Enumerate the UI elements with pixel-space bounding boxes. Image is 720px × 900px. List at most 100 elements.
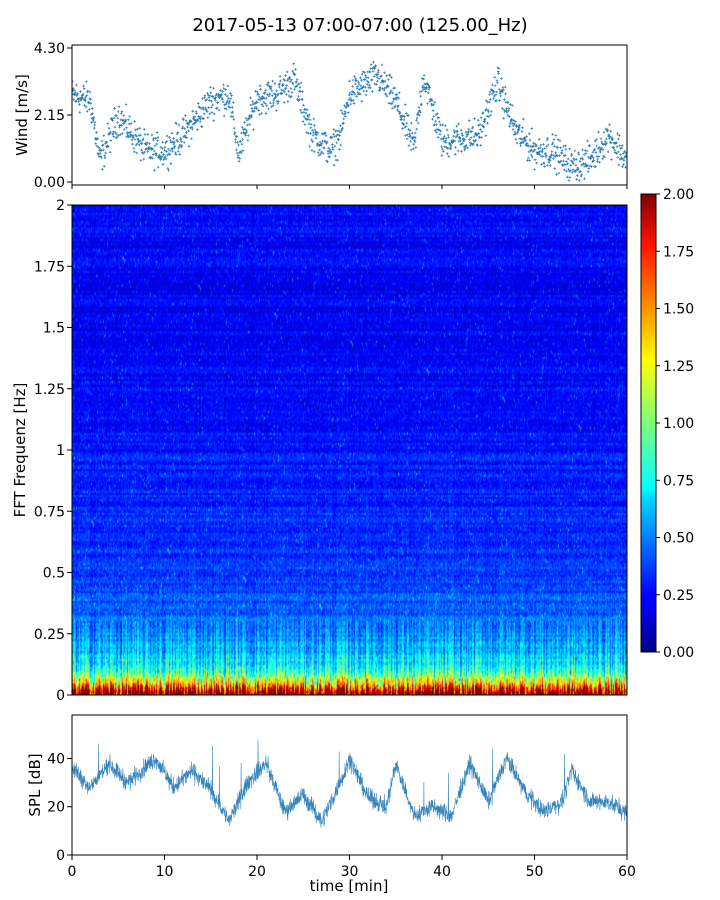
wind-point bbox=[517, 126, 521, 130]
wind-point bbox=[602, 130, 606, 134]
wind-point bbox=[439, 123, 442, 127]
wind-point bbox=[413, 140, 417, 144]
wind-point bbox=[571, 160, 574, 164]
wind-point bbox=[316, 131, 320, 135]
wind-point bbox=[576, 174, 579, 177]
wind-point bbox=[390, 102, 394, 106]
wind-point bbox=[102, 165, 106, 168]
spl-xtick-label: 60 bbox=[618, 864, 636, 880]
wind-point bbox=[473, 117, 476, 121]
wind-point bbox=[365, 76, 368, 79]
wind-point bbox=[585, 149, 589, 153]
wind-point bbox=[182, 118, 185, 121]
wind-point bbox=[223, 103, 226, 107]
wind-point bbox=[436, 112, 439, 116]
wind-point bbox=[259, 88, 262, 91]
wind-point bbox=[215, 92, 219, 96]
wind-point bbox=[193, 115, 197, 119]
wind-point bbox=[289, 95, 293, 98]
wind-point bbox=[228, 106, 232, 109]
wind-point bbox=[223, 107, 227, 110]
wind-point bbox=[568, 176, 572, 179]
wind-point bbox=[498, 92, 502, 95]
wind-point bbox=[305, 108, 309, 112]
spectrogram-ylabel: FFT Frequenz [Hz] bbox=[11, 383, 29, 518]
spl-panel: SPL [dB] 0 20 40 0 10 20 30 40 50 60 time [min] bbox=[26, 714, 636, 895]
wind-point bbox=[185, 131, 188, 134]
wind-point bbox=[289, 87, 293, 90]
wind-point bbox=[250, 107, 254, 110]
wind-point bbox=[100, 148, 103, 152]
wind-point bbox=[226, 84, 230, 88]
wind-point bbox=[115, 135, 119, 139]
wind-point bbox=[83, 97, 87, 101]
wind-point bbox=[293, 72, 297, 76]
wind-point bbox=[258, 84, 262, 88]
wind-point bbox=[504, 92, 507, 96]
wind-point bbox=[321, 151, 325, 155]
wind-point bbox=[331, 148, 335, 151]
wind-point bbox=[503, 85, 507, 89]
wind-point bbox=[562, 159, 565, 163]
wind-point bbox=[426, 91, 430, 95]
wind-point bbox=[295, 78, 299, 81]
wind-point bbox=[479, 144, 483, 147]
spectrogram-ytick-label: 1.75 bbox=[34, 259, 65, 275]
wind-point bbox=[553, 155, 557, 158]
wind-point bbox=[552, 138, 556, 141]
wind-point bbox=[199, 117, 202, 121]
wind-point bbox=[431, 117, 434, 121]
wind-point bbox=[317, 154, 321, 157]
wind-point bbox=[87, 101, 90, 105]
wind-point bbox=[588, 164, 592, 168]
wind-point bbox=[422, 77, 426, 81]
wind-point bbox=[376, 73, 380, 76]
wind-point bbox=[161, 140, 165, 144]
wind-point bbox=[306, 115, 310, 119]
wind-point bbox=[507, 107, 511, 110]
wind-point bbox=[152, 149, 156, 153]
wind-point bbox=[412, 135, 416, 139]
wind-point bbox=[574, 170, 577, 173]
wind-point bbox=[589, 156, 592, 160]
wind-point bbox=[280, 88, 283, 92]
wind-point bbox=[322, 146, 326, 150]
wind-point bbox=[274, 95, 278, 99]
wind-point bbox=[569, 159, 573, 163]
wind-point bbox=[272, 101, 275, 105]
wind-point bbox=[85, 110, 89, 113]
wind-point bbox=[205, 98, 209, 101]
colorbar-tick-label: 1.75 bbox=[663, 244, 694, 260]
wind-point bbox=[517, 125, 520, 128]
wind-point bbox=[254, 89, 257, 93]
wind-point bbox=[345, 101, 349, 104]
wind-point bbox=[130, 138, 134, 142]
wind-point bbox=[616, 132, 619, 136]
wind-point bbox=[604, 137, 608, 141]
wind-point bbox=[367, 80, 370, 84]
wind-point bbox=[206, 91, 209, 95]
wind-point bbox=[506, 101, 510, 104]
spl-xticks: 0 10 20 30 40 50 60 bbox=[68, 855, 636, 880]
wind-point bbox=[142, 137, 145, 141]
wind-yticks: 0.00 2.15 4.30 bbox=[34, 41, 72, 191]
wind-point bbox=[155, 142, 159, 146]
wind-point bbox=[587, 167, 591, 170]
wind-point bbox=[308, 113, 311, 117]
wind-point bbox=[563, 168, 566, 172]
wind-point bbox=[451, 141, 454, 144]
wind-point bbox=[453, 139, 457, 143]
wind-point bbox=[453, 131, 456, 134]
wind-point bbox=[370, 78, 374, 82]
wind-point bbox=[540, 163, 543, 166]
wind-point bbox=[92, 117, 95, 121]
wind-point bbox=[580, 173, 584, 177]
spl-ytick-label: 20 bbox=[47, 800, 65, 816]
wind-point bbox=[530, 155, 534, 159]
wind-point bbox=[145, 143, 148, 146]
wind-point bbox=[92, 116, 96, 119]
wind-point bbox=[440, 147, 444, 151]
wind-point bbox=[464, 130, 468, 134]
wind-point bbox=[98, 151, 102, 155]
wind-point bbox=[342, 113, 346, 116]
